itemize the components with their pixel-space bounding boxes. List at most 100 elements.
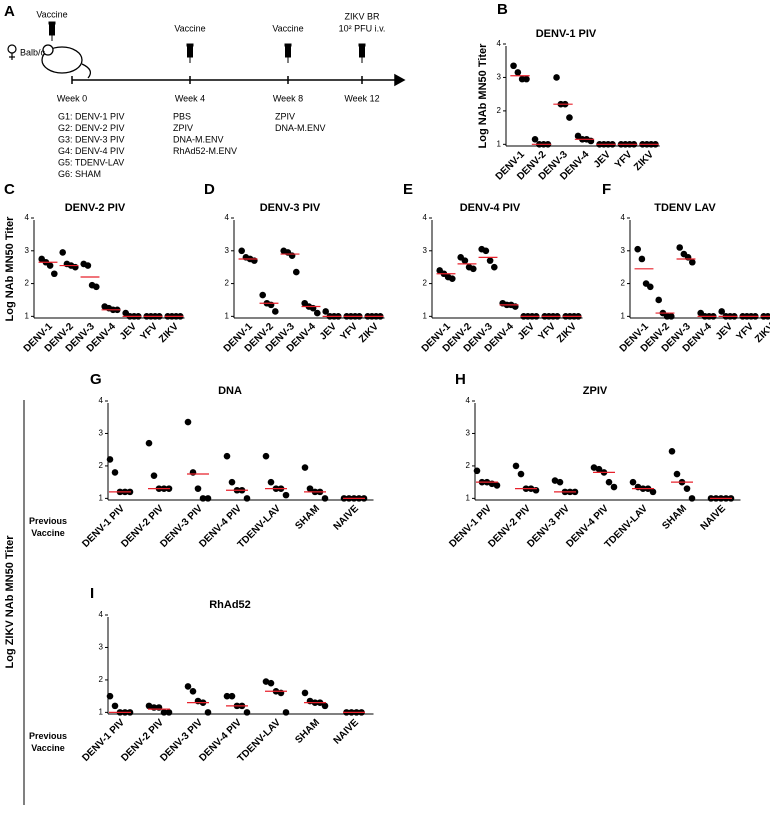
y-tick-label: 2 xyxy=(466,461,471,470)
data-point xyxy=(189,687,197,695)
data-point xyxy=(514,69,522,76)
data-point xyxy=(532,486,540,494)
y-tick-label: 1 xyxy=(466,493,471,502)
data-point xyxy=(510,62,517,70)
y-tick-label: 2 xyxy=(99,461,104,470)
event-label: ZIKV BR xyxy=(344,11,380,21)
data-point xyxy=(204,495,212,502)
y-tick-label: 4 xyxy=(423,213,428,222)
data-point xyxy=(277,689,285,697)
chart-title: ZPIV xyxy=(583,385,608,397)
panel-label: I xyxy=(90,585,94,602)
data-point xyxy=(165,709,173,716)
y-tick-label: 2 xyxy=(99,675,104,684)
data-point xyxy=(605,478,613,486)
data-point xyxy=(72,263,79,271)
y-tick-label: 3 xyxy=(225,246,230,255)
x-tick-label: SHAM xyxy=(293,717,322,746)
data-point xyxy=(566,114,573,121)
x-tick-label: NAIVE xyxy=(332,717,362,747)
data-point xyxy=(262,678,270,685)
x-tick-label: YFV xyxy=(734,321,756,343)
data-point xyxy=(145,702,153,710)
timeline xyxy=(71,73,406,87)
y-tick-label: 1 xyxy=(621,311,626,320)
event-label: Vaccine xyxy=(272,23,303,33)
x-tick-label: JEV xyxy=(118,321,139,342)
data-point xyxy=(84,262,92,269)
y-tick-label: 1 xyxy=(225,311,230,320)
data-point xyxy=(668,448,676,455)
y-tick-label: 3 xyxy=(25,246,30,255)
data-point xyxy=(676,244,683,251)
event-label: Vaccine xyxy=(36,9,67,19)
week-label: Week 0 xyxy=(57,93,87,103)
data-point xyxy=(150,472,158,479)
data-point xyxy=(512,303,519,310)
shared-ylabel: Log ZIKV NAb MN50 Titer xyxy=(4,535,16,669)
data-point xyxy=(262,452,270,460)
data-point xyxy=(111,702,119,710)
x-tick-label: ZIKV xyxy=(555,321,579,345)
y-tick-label: 1 xyxy=(99,707,104,716)
data-point xyxy=(321,495,329,502)
data-point xyxy=(493,482,501,489)
chart-title: DENV-1 PIV xyxy=(536,28,597,40)
data-point xyxy=(160,709,168,716)
event-detail: 10² PFU i.v. xyxy=(339,23,386,33)
y-tick-label: 4 xyxy=(497,39,502,48)
data-point xyxy=(449,275,456,282)
chart-title: DNA xyxy=(218,385,242,397)
x-tick-label: ZIKV xyxy=(357,321,381,345)
y-tick-label: 3 xyxy=(621,246,626,255)
data-point xyxy=(228,478,236,486)
data-point xyxy=(282,709,290,716)
x-tick-label: SHAM xyxy=(660,503,689,532)
data-point xyxy=(634,245,641,253)
y-tick-label: 4 xyxy=(466,396,471,405)
data-point xyxy=(553,74,560,81)
y-tick-label: 3 xyxy=(497,73,502,82)
data-point xyxy=(689,258,696,266)
week8-vaccine: DNA-M.ENV xyxy=(275,123,326,133)
data-point xyxy=(145,439,153,447)
chart-title: TDENV LAV xyxy=(654,202,716,214)
data-point xyxy=(688,495,696,502)
data-point xyxy=(204,709,212,716)
data-point xyxy=(59,249,66,256)
data-point xyxy=(228,692,236,700)
data-point xyxy=(223,452,231,460)
x-tick-label: NAIVE xyxy=(699,503,729,533)
x-tick-label: YFV xyxy=(536,321,558,343)
x-tick-label: JEV xyxy=(714,321,735,342)
y-tick-label: 4 xyxy=(25,213,30,222)
data-point xyxy=(272,308,279,315)
data-point xyxy=(523,75,530,83)
syringes xyxy=(48,21,366,63)
strain: Balb/c xyxy=(20,47,46,57)
data-point xyxy=(683,485,691,492)
chart-title: DENV-4 PIV xyxy=(460,202,521,214)
data-point xyxy=(649,488,657,496)
y-tick-label: 2 xyxy=(25,279,30,288)
panel-label: A xyxy=(4,3,15,20)
y-tick-label: 4 xyxy=(99,396,104,405)
y-tick-label: 3 xyxy=(423,246,428,255)
data-point xyxy=(267,301,275,309)
data-point xyxy=(259,291,267,299)
data-point xyxy=(306,485,314,492)
data-point xyxy=(106,456,114,463)
x-tick-label: ZIKV xyxy=(753,321,770,345)
data-point xyxy=(251,257,258,264)
y-tick-label: 2 xyxy=(497,106,502,115)
data-point xyxy=(668,313,675,320)
y-axis-label: Log NAb MN50 Titer xyxy=(4,216,16,322)
y-tick-label: 2 xyxy=(225,279,230,288)
y-tick-label: 4 xyxy=(225,213,230,222)
data-point xyxy=(321,702,329,710)
x-tick-label: NAIVE xyxy=(332,503,362,533)
data-point xyxy=(512,462,520,470)
data-point xyxy=(243,495,251,502)
y-tick-label: 1 xyxy=(497,139,502,148)
data-point xyxy=(491,263,498,271)
